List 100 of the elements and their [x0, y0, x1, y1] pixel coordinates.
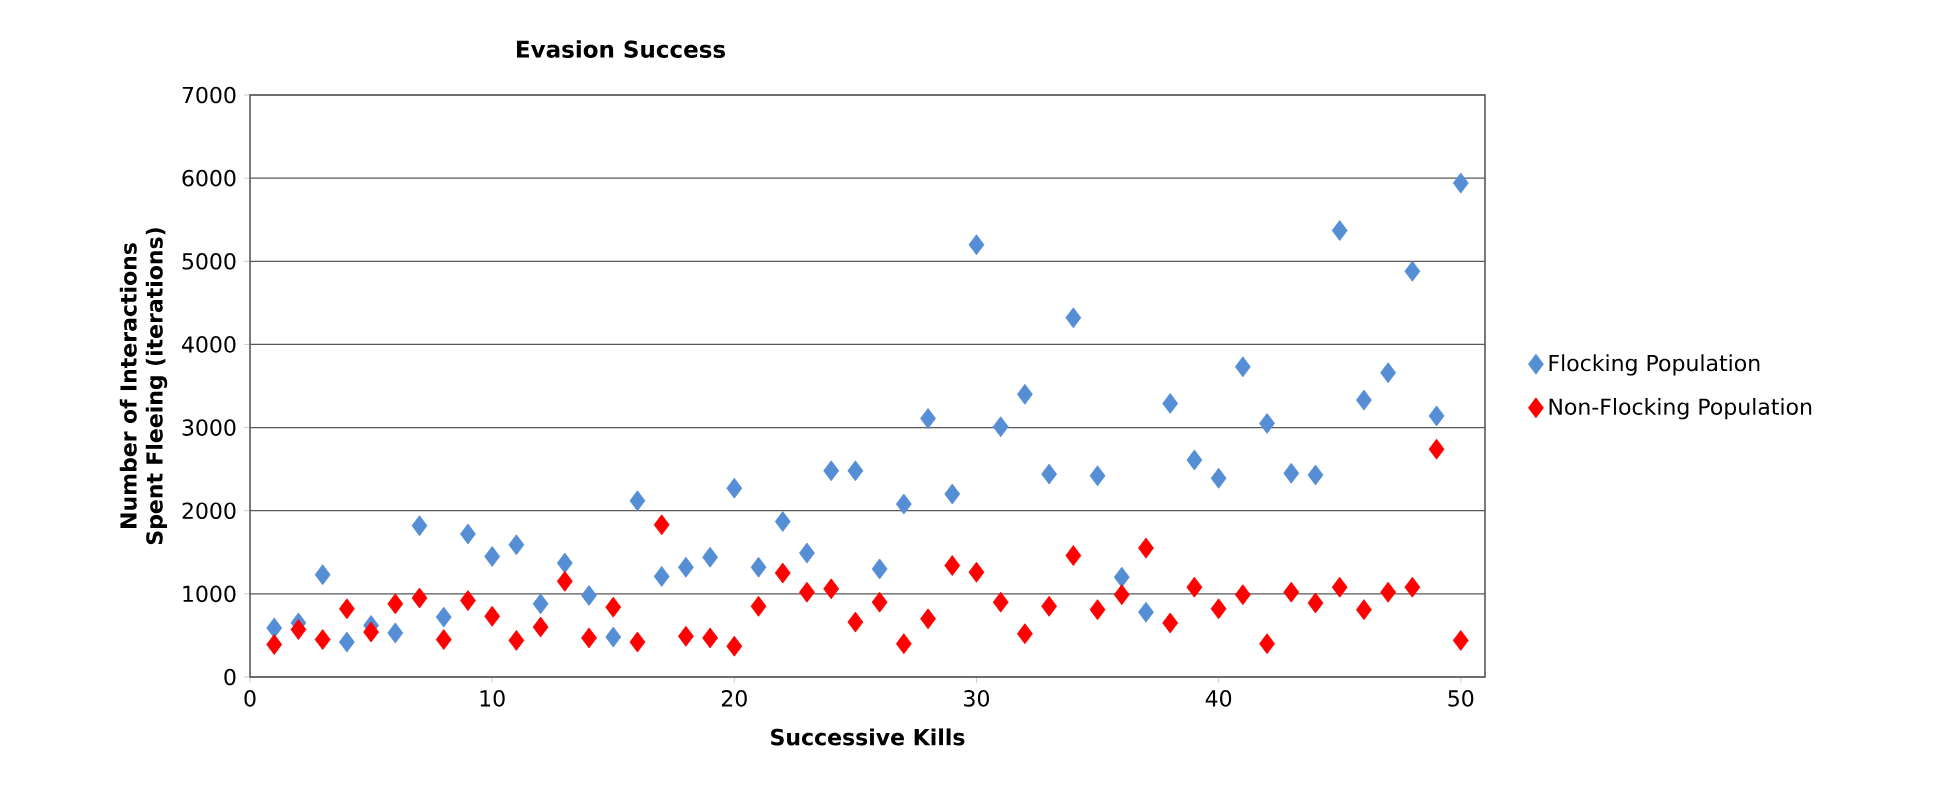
point [799, 542, 815, 564]
point [1138, 601, 1154, 623]
point [847, 460, 864, 482]
x-tick-label: 20 [721, 690, 747, 707]
x-tick-label: 30 [964, 690, 989, 707]
point [460, 590, 476, 611]
point [992, 416, 1009, 438]
point [774, 562, 791, 584]
point [1452, 172, 1469, 194]
point [508, 630, 525, 651]
point [387, 622, 404, 644]
point [871, 591, 888, 613]
point [1331, 576, 1348, 598]
y-tick-label: 3000 [182, 419, 236, 436]
point [702, 546, 719, 568]
y-tick-label: 0 [224, 668, 236, 686]
point [653, 565, 670, 587]
point [895, 633, 912, 655]
point [508, 534, 525, 556]
y-tick-label: 5000 [182, 252, 236, 270]
point [314, 629, 331, 650]
point [629, 631, 646, 653]
point [556, 552, 573, 574]
point [460, 523, 476, 545]
point [1234, 584, 1251, 606]
point [1356, 389, 1372, 411]
point [581, 585, 597, 606]
point [605, 626, 622, 648]
point [532, 593, 549, 615]
point [1234, 356, 1251, 378]
y-axis-title: Number of Interactions Spent Fleeing (iterations) [119, 228, 168, 545]
point [920, 608, 936, 630]
point [823, 460, 840, 482]
point [387, 593, 404, 615]
point [1452, 630, 1469, 651]
point [314, 564, 331, 586]
point [920, 408, 936, 429]
point [726, 477, 743, 499]
point [363, 621, 379, 643]
point [677, 625, 694, 647]
point [1404, 576, 1421, 598]
x-tick-label: 50 [1448, 690, 1474, 707]
point [1380, 581, 1397, 603]
y-tick-label: 4000 [182, 336, 236, 353]
point [338, 598, 355, 620]
point [1138, 537, 1154, 559]
point [799, 581, 815, 603]
point [774, 511, 791, 532]
point [411, 515, 428, 537]
point [266, 617, 283, 639]
point [968, 561, 985, 583]
point [895, 493, 912, 515]
point [1162, 393, 1179, 414]
point [750, 556, 767, 578]
x-tick-label: 40 [1205, 690, 1232, 707]
point [1017, 383, 1033, 405]
point [702, 627, 719, 649]
point [944, 555, 961, 576]
point [1404, 260, 1421, 282]
point [992, 591, 1009, 613]
point [1307, 592, 1324, 614]
x-axis-title: Successive Kills [771, 728, 965, 746]
point [1259, 633, 1275, 655]
point [484, 546, 501, 567]
point [1331, 220, 1348, 241]
point [726, 635, 743, 657]
point [411, 587, 428, 609]
point [1428, 405, 1445, 427]
point [677, 556, 694, 578]
point [1089, 599, 1106, 621]
point [1017, 623, 1033, 645]
point [944, 483, 961, 505]
point [435, 606, 452, 628]
point [605, 596, 622, 618]
x-tick-label: 0 [244, 690, 256, 707]
point [1065, 545, 1082, 566]
point [653, 514, 670, 536]
point [968, 234, 985, 256]
point [1162, 612, 1179, 634]
point [1259, 413, 1275, 434]
point [581, 627, 597, 649]
y-tick-label: 1000 [183, 585, 236, 603]
x-tick-label: 10 [480, 690, 505, 707]
point [1210, 467, 1227, 489]
point [266, 634, 283, 655]
point [1041, 595, 1058, 617]
point [290, 619, 307, 640]
y-tick-label: 6000 [182, 169, 236, 187]
point [1041, 463, 1058, 485]
point [1380, 362, 1397, 384]
y-tick-label: 2000 [182, 502, 236, 520]
point [556, 570, 573, 592]
point [823, 578, 840, 600]
point [629, 490, 646, 512]
y-tick-label: 7000 [182, 86, 236, 104]
point [1210, 598, 1227, 620]
point [750, 595, 767, 617]
point [1428, 438, 1445, 460]
point [435, 629, 452, 650]
chart-title: Evasion Success [517, 40, 726, 58]
